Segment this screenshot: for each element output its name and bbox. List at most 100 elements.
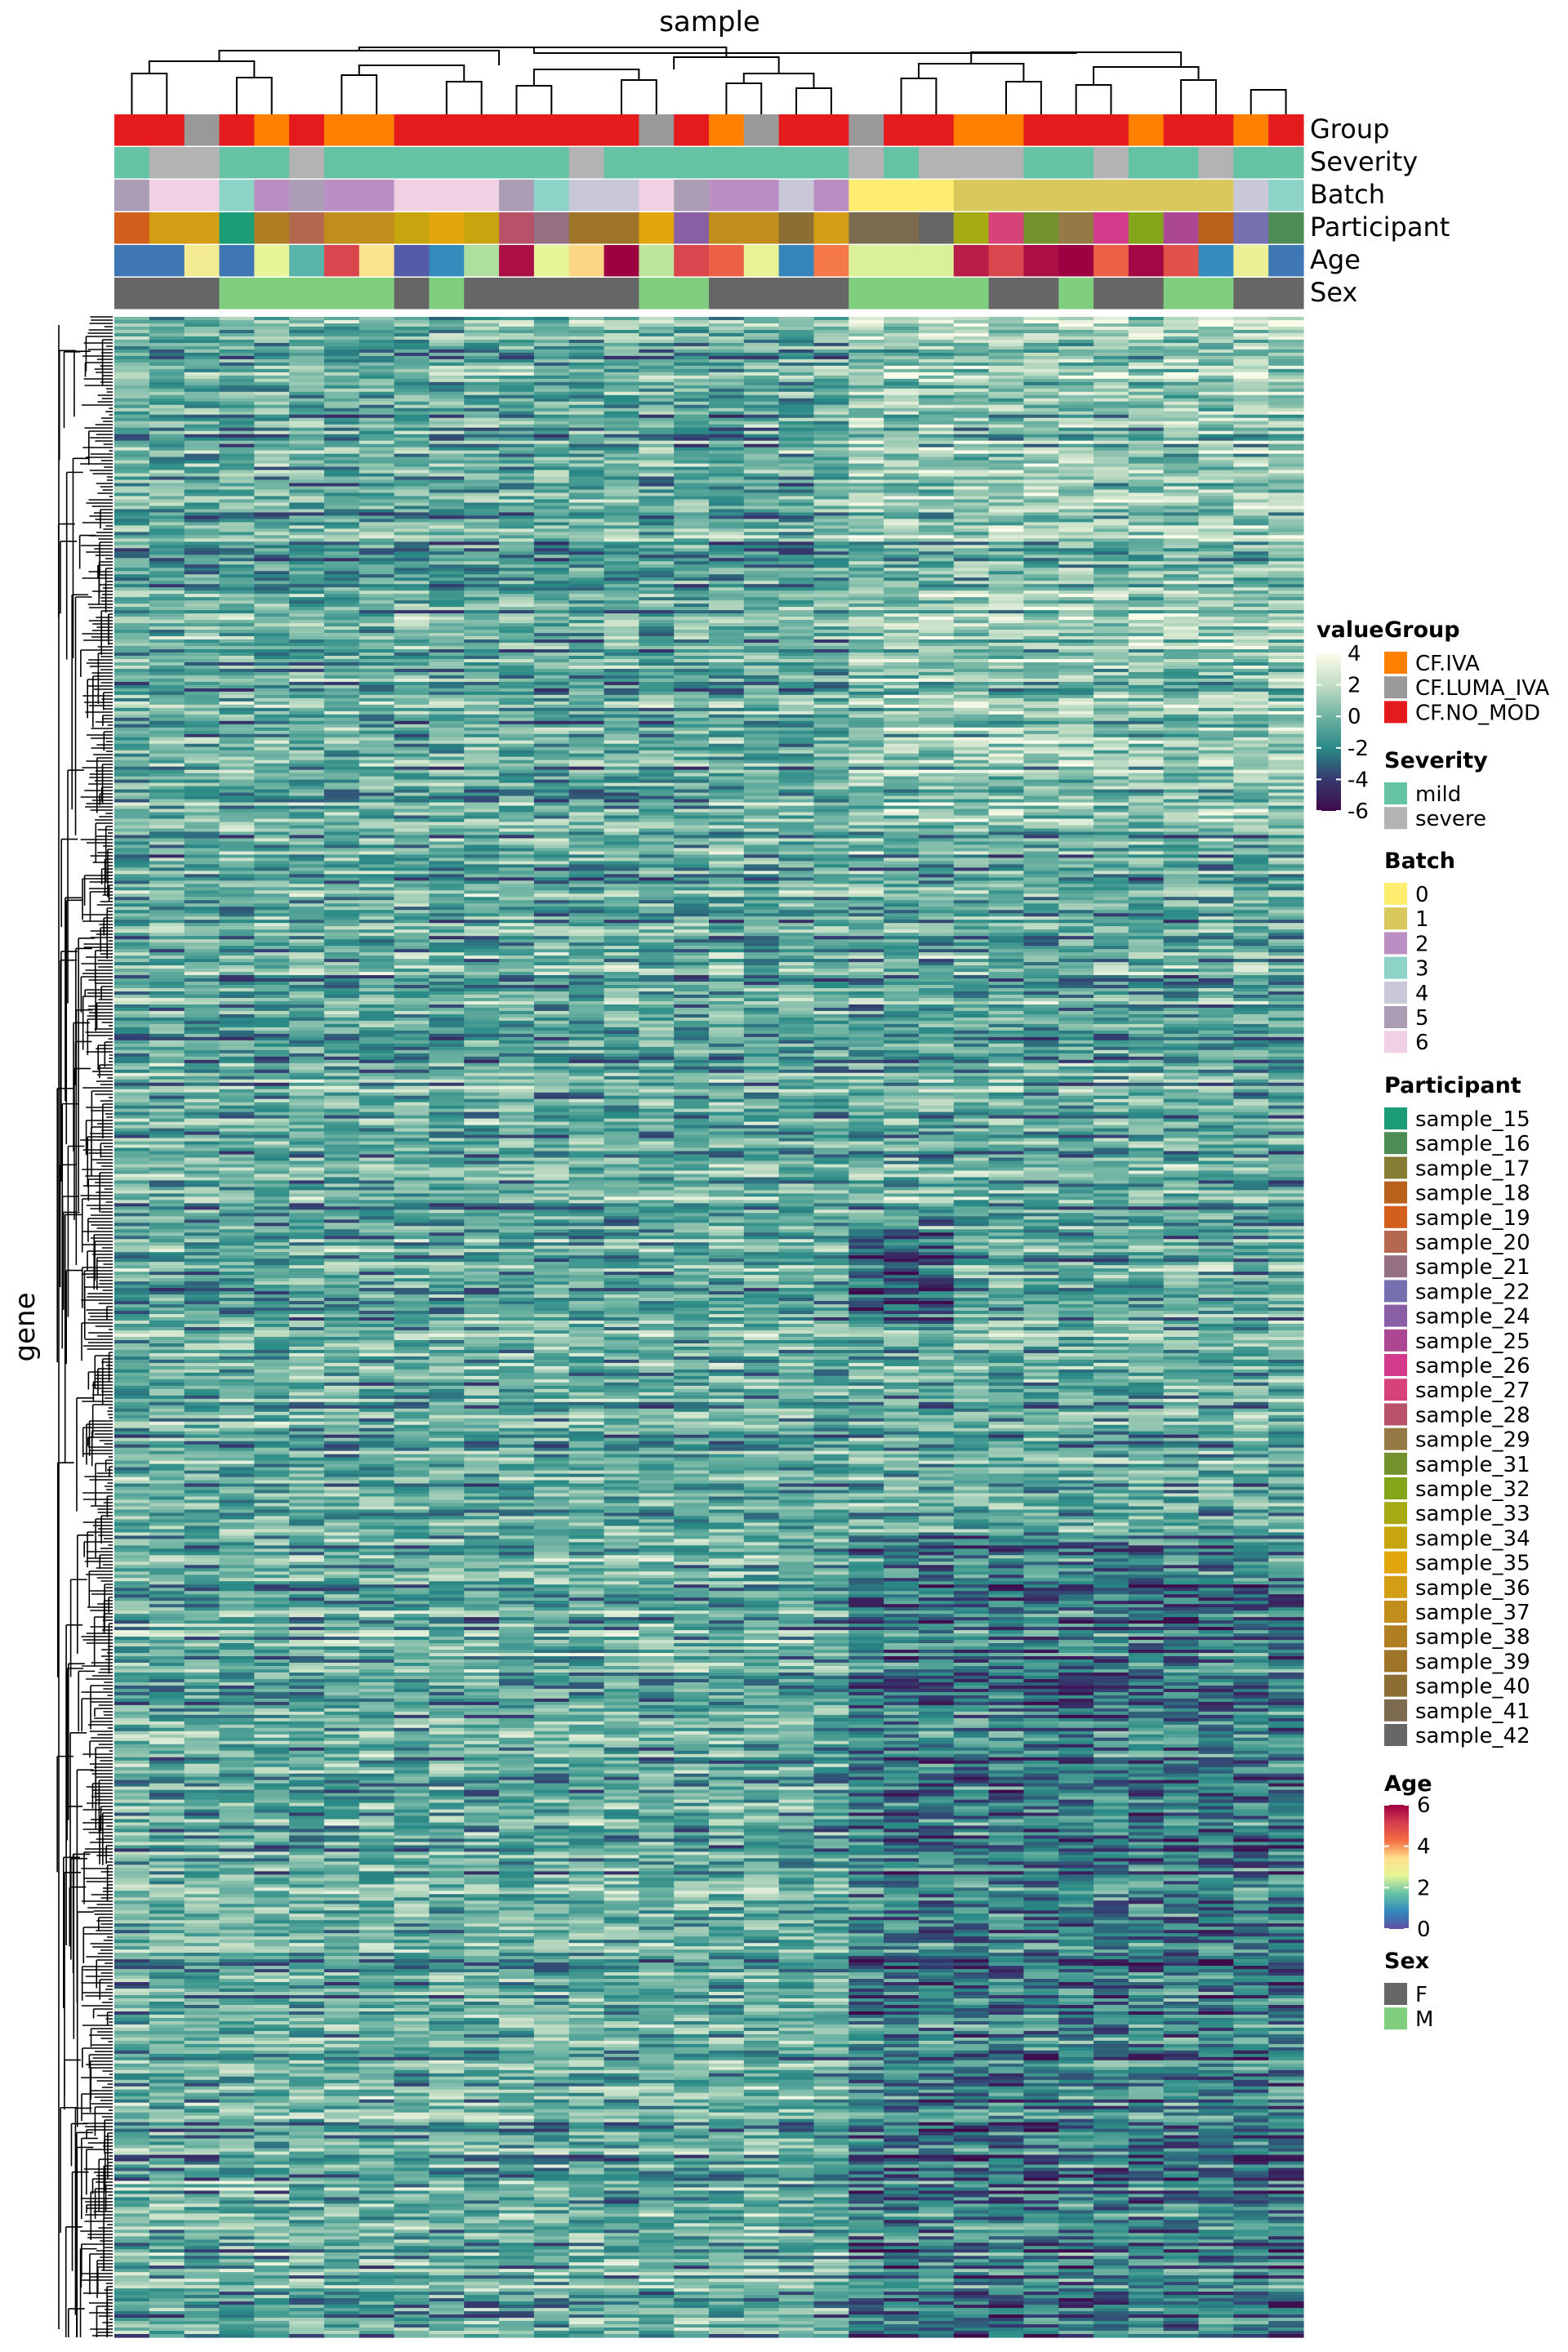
heatmap-cell <box>884 720 920 725</box>
heatmap-cell <box>1128 665 1165 670</box>
heatmap-cell <box>743 733 780 738</box>
heatmap-cell <box>1023 617 1059 621</box>
heatmap-cell <box>849 457 884 461</box>
heatmap-cell <box>184 568 220 572</box>
heatmap-cell <box>533 574 570 578</box>
heatmap-cell <box>1198 460 1234 465</box>
heatmap-cell <box>219 694 255 699</box>
heatmap-cell <box>149 623 185 627</box>
heatmap-cell <box>149 590 185 595</box>
heatmap-cell <box>1163 561 1200 565</box>
heatmap-cell <box>849 421 884 425</box>
heatmap-cell <box>953 391 990 396</box>
heatmap-cell <box>149 411 185 416</box>
heatmap-cell <box>639 697 675 702</box>
annotation-cell <box>533 180 570 212</box>
heatmap-cell <box>743 317 780 321</box>
heatmap-cell <box>114 655 150 660</box>
heatmap-cell <box>1058 430 1094 435</box>
heatmap-cell <box>849 483 884 488</box>
annotation-cell <box>219 212 255 244</box>
heatmap-cell <box>359 430 395 435</box>
heatmap-cell <box>114 486 150 491</box>
heatmap-cell <box>359 502 395 507</box>
annotation-cell <box>533 278 570 310</box>
heatmap-cell <box>1128 323 1165 327</box>
heatmap-cell <box>674 571 710 575</box>
heatmap-cell <box>323 720 360 725</box>
heatmap-cell <box>1058 506 1094 510</box>
annotation-cell <box>813 212 849 244</box>
heatmap-cell <box>1094 339 1129 344</box>
annotation-cell <box>149 180 185 212</box>
heatmap-cell <box>1233 720 1269 725</box>
heatmap-cell <box>1198 496 1234 501</box>
heatmap-cell <box>464 717 500 722</box>
heatmap-cell <box>394 463 430 468</box>
heatmap-cell <box>254 532 290 536</box>
heatmap-cell <box>1128 740 1165 745</box>
heatmap-cell <box>289 610 325 614</box>
heatmap-cell <box>254 675 290 679</box>
heatmap-cell <box>813 372 849 376</box>
heatmap-cell <box>743 502 780 507</box>
heatmap-cell <box>394 630 430 634</box>
heatmap-cell <box>254 342 290 347</box>
heatmap-cell <box>184 372 220 376</box>
heatmap-cell <box>219 476 255 481</box>
heatmap-cell <box>604 568 639 572</box>
heatmap-cell <box>499 737 535 742</box>
heatmap-cell <box>674 600 710 604</box>
heatmap-cell <box>184 368 220 373</box>
heatmap-cell <box>953 515 990 519</box>
heatmap-cell <box>1058 398 1094 403</box>
heatmap-cell <box>464 319 500 324</box>
heatmap-cell <box>849 707 884 712</box>
annotation-cell <box>533 245 570 277</box>
heatmap-cell <box>988 740 1025 745</box>
heatmap-cell <box>639 727 675 732</box>
heatmap-cell <box>219 365 255 370</box>
annotation-cell <box>1268 245 1304 277</box>
heatmap-cell <box>533 665 570 670</box>
heatmap-cell <box>219 414 255 419</box>
heatmap-cell <box>884 561 920 565</box>
heatmap-cell <box>219 600 255 604</box>
heatmap-cell <box>743 653 780 657</box>
annotation-cell <box>1094 278 1129 310</box>
heatmap-cell <box>184 502 220 507</box>
heatmap-cell <box>1198 362 1234 367</box>
heatmap-cell <box>918 564 955 568</box>
heatmap-cell <box>568 691 605 696</box>
heatmap-cell <box>849 564 884 568</box>
heatmap-cell <box>709 492 745 497</box>
heatmap-cell <box>743 538 780 542</box>
heatmap-cell <box>1128 332 1165 337</box>
heatmap-cell <box>254 453 290 458</box>
heatmap-cell <box>988 352 1025 357</box>
heatmap-cell <box>1198 408 1234 412</box>
heatmap-cell <box>323 763 360 768</box>
heatmap-cell <box>499 610 535 614</box>
heatmap-cell <box>849 492 884 497</box>
heatmap-cell <box>1058 701 1094 706</box>
heatmap-cell <box>359 714 395 719</box>
heatmap-cell <box>394 349 430 354</box>
heatmap-cell <box>1198 538 1234 542</box>
heatmap-cell <box>709 317 745 321</box>
heatmap-cell <box>849 577 884 581</box>
heatmap-cell <box>394 329 430 334</box>
heatmap-cell <box>709 319 745 324</box>
heatmap-cell <box>1128 577 1165 581</box>
heatmap-cell <box>674 564 710 568</box>
heatmap-cell <box>149 463 185 468</box>
heatmap-cell <box>359 694 395 699</box>
heatmap-cell <box>849 512 884 517</box>
heatmap-cell <box>849 424 884 429</box>
heatmap-cell <box>359 336 395 341</box>
heatmap-cell <box>1198 610 1234 614</box>
annotation-cell <box>149 212 185 244</box>
heatmap-cell <box>1268 610 1304 614</box>
heatmap-cell <box>289 633 325 637</box>
heatmap-cell <box>604 411 639 416</box>
